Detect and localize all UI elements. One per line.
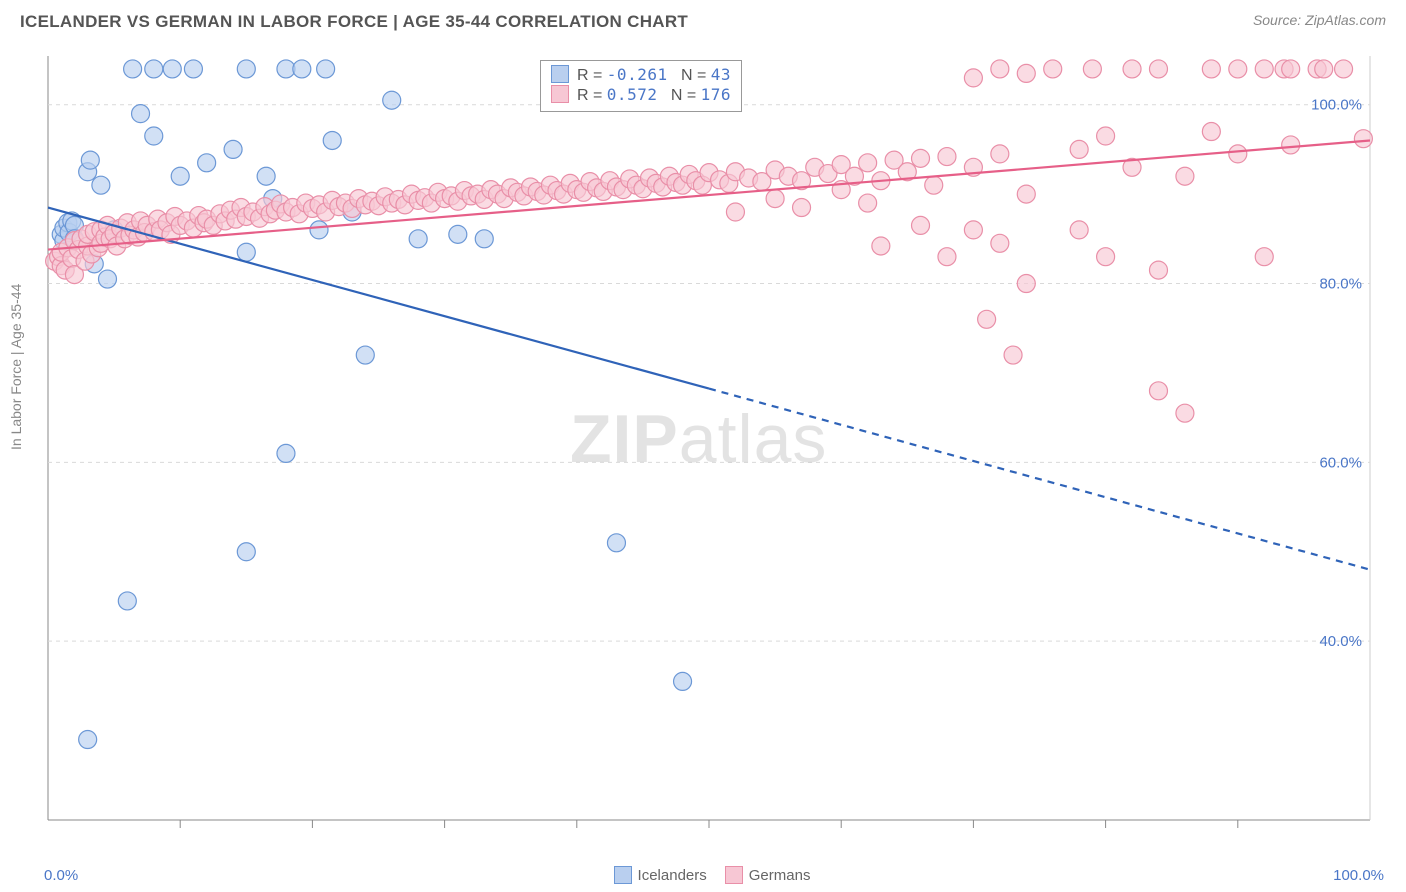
svg-text:80.0%: 80.0% — [1319, 276, 1362, 293]
legend: Icelanders Germans — [0, 866, 1406, 884]
corr-N-label: N = — [681, 67, 711, 84]
legend-label: Icelanders — [638, 867, 707, 884]
title-bar: ICELANDER VS GERMAN IN LABOR FORCE | AGE… — [20, 12, 1386, 42]
legend-swatch — [614, 866, 632, 884]
chart-container: ICELANDER VS GERMAN IN LABOR FORCE | AGE… — [0, 0, 1406, 892]
corr-R-value: -0.261 — [607, 65, 668, 84]
y-axis-label: In Labor Force | Age 35-44 — [8, 284, 24, 450]
corr-R-label: R = — [577, 67, 607, 84]
legend-swatch — [725, 866, 743, 884]
corr-R-value: 0.572 — [607, 85, 658, 104]
corr-row: R = 0.572 N = 176 — [551, 85, 731, 105]
corr-N-value: 176 — [701, 85, 731, 104]
legend-swatch — [551, 85, 569, 103]
legend-swatch — [551, 65, 569, 83]
corr-N-label: N = — [671, 87, 701, 104]
corr-row: R = -0.261 N = 43 — [551, 65, 731, 85]
chart-title: ICELANDER VS GERMAN IN LABOR FORCE | AGE… — [20, 12, 688, 31]
svg-text:60.0%: 60.0% — [1319, 454, 1362, 471]
watermark: ZIPatlas — [570, 400, 827, 478]
corr-R-label: R = — [577, 87, 607, 104]
legend-label: Germans — [749, 867, 811, 884]
svg-text:40.0%: 40.0% — [1319, 633, 1362, 650]
watermark-bold: ZIP — [570, 401, 679, 477]
svg-text:100.0%: 100.0% — [1311, 97, 1362, 114]
source-attribution: Source: ZipAtlas.com — [1253, 12, 1386, 28]
watermark-light: atlas — [679, 401, 828, 477]
correlation-box: R = -0.261 N = 43R = 0.572 N = 176 — [540, 60, 742, 112]
corr-N-value: 43 — [711, 65, 731, 84]
